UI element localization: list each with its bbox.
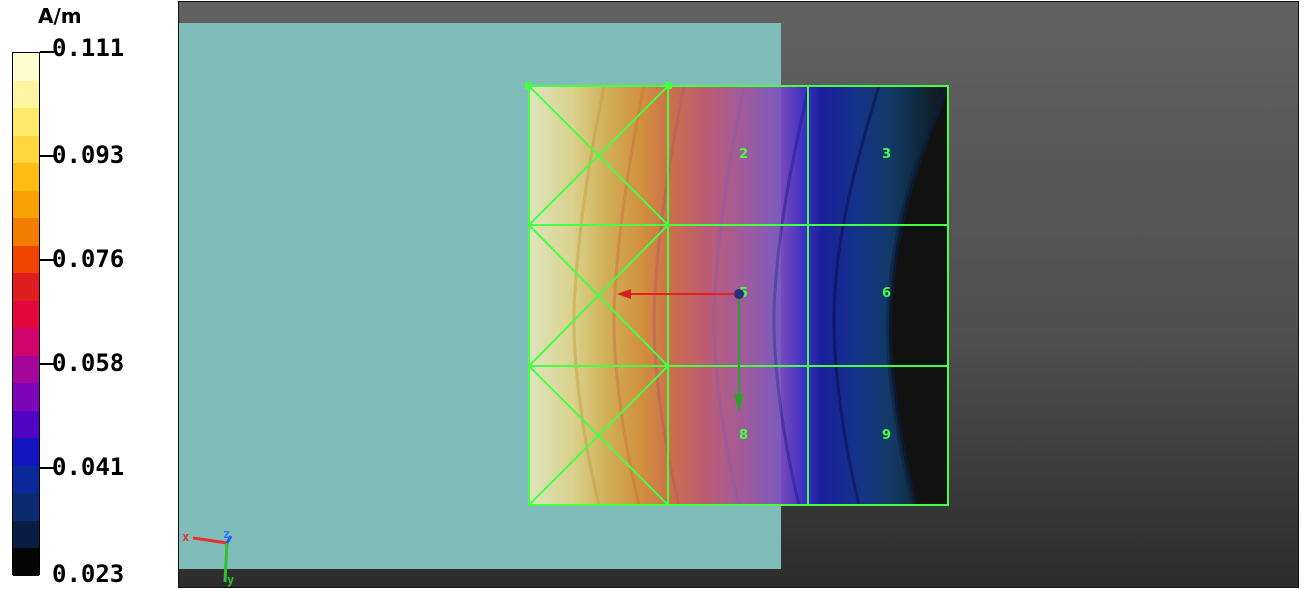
colorbar (12, 52, 40, 577)
cell-label-9: 9 (882, 428, 891, 443)
legend-label-4: 0.058 (52, 349, 125, 377)
corner-marker[interactable] (665, 82, 672, 89)
mesh-grid (528, 85, 949, 506)
colorbar-segment (13, 135, 39, 164)
axis-triad: x y z (182, 527, 234, 587)
legend-label-max: 0.111 (52, 34, 125, 62)
legend-tick-0058 (40, 363, 54, 365)
colorbar-segment (13, 80, 39, 109)
legend-tick-0093 (40, 155, 54, 157)
cell-label-2: 2 (739, 147, 748, 162)
colorbar-segment (13, 410, 39, 439)
axis-x-label: x (182, 530, 189, 544)
y-arrow-icon (734, 394, 744, 412)
axis-z-label: z (223, 527, 230, 541)
axis-y-label: y (227, 573, 234, 587)
legend-label-2: 0.093 (52, 141, 125, 169)
colorbar-segment (13, 548, 39, 577)
colorbar-segment (13, 245, 39, 274)
legend-unit: A/m (38, 4, 82, 28)
colorbar-segment (13, 53, 39, 82)
colorbar-segment (13, 520, 39, 549)
legend-tick-0076 (40, 259, 54, 261)
colorbar-segment (13, 273, 39, 302)
legend-label-min: 0.023 (52, 560, 125, 588)
legend-tick-0111 (40, 51, 54, 53)
colorbar-segment (13, 163, 39, 192)
colorbar-segment (13, 383, 39, 412)
color-legend: A/m 0.111 0.093 0.076 0.058 0.041 0.023 (0, 0, 178, 590)
colorbar-segment (13, 465, 39, 494)
cell-label-8: 8 (739, 428, 748, 443)
3d-viewport[interactable]: 2 3 5 6 8 9 x y z (178, 1, 1299, 588)
origin-dot[interactable] (734, 289, 744, 299)
corner-marker[interactable] (525, 82, 532, 89)
colorbar-segment (13, 493, 39, 522)
legend-tick-0041 (40, 467, 54, 469)
legend-label-5: 0.041 (52, 453, 125, 481)
x-arrow-icon (617, 289, 631, 299)
colorbar-segment (13, 328, 39, 357)
cell-label-6: 6 (882, 286, 891, 301)
legend-label-3: 0.076 (52, 245, 125, 273)
colorbar-segment (13, 190, 39, 219)
colorbar-segment (13, 218, 39, 247)
colorbar-segment (13, 438, 39, 467)
colorbar-segment (13, 300, 39, 329)
local-coordinate-system[interactable] (617, 289, 744, 412)
colorbar-segment (13, 355, 39, 384)
colorbar-segment (13, 108, 39, 137)
cell-label-3: 3 (882, 147, 891, 162)
field-plot-scene[interactable]: 2 3 5 6 8 9 x y z (179, 2, 1299, 588)
